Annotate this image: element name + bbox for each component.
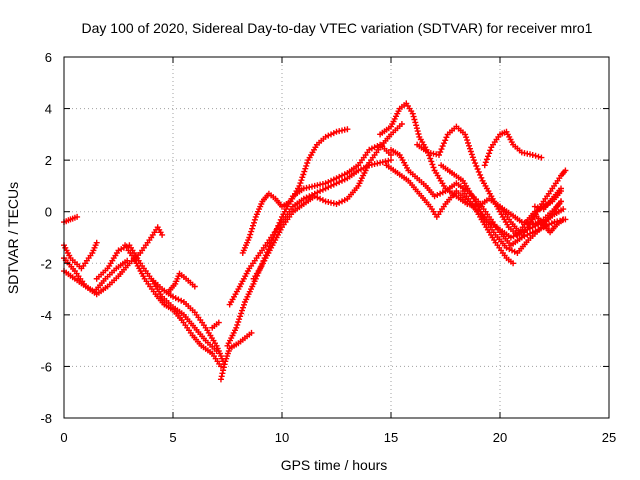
series-markers bbox=[122, 242, 224, 370]
series-track-6 bbox=[122, 242, 224, 370]
series-markers bbox=[209, 319, 222, 331]
series-markers bbox=[481, 128, 545, 169]
series-track-24 bbox=[531, 185, 564, 213]
series-track-10 bbox=[217, 329, 255, 383]
y-tick-label: -2 bbox=[40, 256, 52, 271]
plot-frame bbox=[63, 56, 610, 419]
y-tick-label: 4 bbox=[45, 102, 52, 117]
x-tick-label: 15 bbox=[384, 430, 398, 445]
series-track-8 bbox=[165, 270, 198, 295]
series-markers bbox=[148, 275, 220, 354]
x-tick-label: 0 bbox=[60, 430, 67, 445]
tick-labels: 0 5 10 15 20 25 -8 -6 -4 -2 0 2 4 6 bbox=[40, 50, 616, 445]
series-track-23 bbox=[525, 211, 567, 236]
series-track-14 bbox=[250, 121, 405, 282]
y-tick-label: 2 bbox=[45, 153, 52, 168]
x-tick-label: 20 bbox=[493, 430, 507, 445]
x-tick-label: 10 bbox=[275, 430, 289, 445]
chart-title: Day 100 of 2020, Sidereal Day-to-day VTE… bbox=[82, 20, 593, 36]
series-track-7 bbox=[148, 275, 220, 354]
series-markers bbox=[250, 121, 405, 282]
y-tick-label: -6 bbox=[40, 359, 52, 374]
series-markers bbox=[239, 126, 351, 256]
x-axis-label: GPS time / hours bbox=[281, 457, 388, 473]
x-tick-label: 5 bbox=[169, 430, 176, 445]
grid-lines bbox=[64, 57, 609, 418]
axis-ticks bbox=[63, 56, 610, 419]
series-track-20 bbox=[459, 188, 517, 267]
series-markers bbox=[438, 162, 564, 256]
x-tick-label: 25 bbox=[602, 430, 616, 445]
series-markers bbox=[525, 211, 567, 236]
series-track-21 bbox=[481, 128, 545, 169]
y-tick-label: 0 bbox=[45, 205, 52, 220]
series-markers bbox=[531, 185, 564, 213]
data-series bbox=[61, 100, 569, 383]
series-track-13 bbox=[239, 126, 351, 256]
y-tick-label: -8 bbox=[40, 411, 52, 426]
series-track-19 bbox=[438, 162, 564, 256]
series-markers bbox=[165, 270, 198, 295]
y-tick-label: -4 bbox=[40, 308, 52, 323]
series-markers bbox=[459, 188, 517, 267]
y-tick-label: 6 bbox=[45, 50, 52, 65]
series-track-9 bbox=[209, 319, 222, 331]
y-axis-label: SDTVAR / TECUs bbox=[5, 182, 21, 294]
series-markers bbox=[217, 329, 255, 383]
